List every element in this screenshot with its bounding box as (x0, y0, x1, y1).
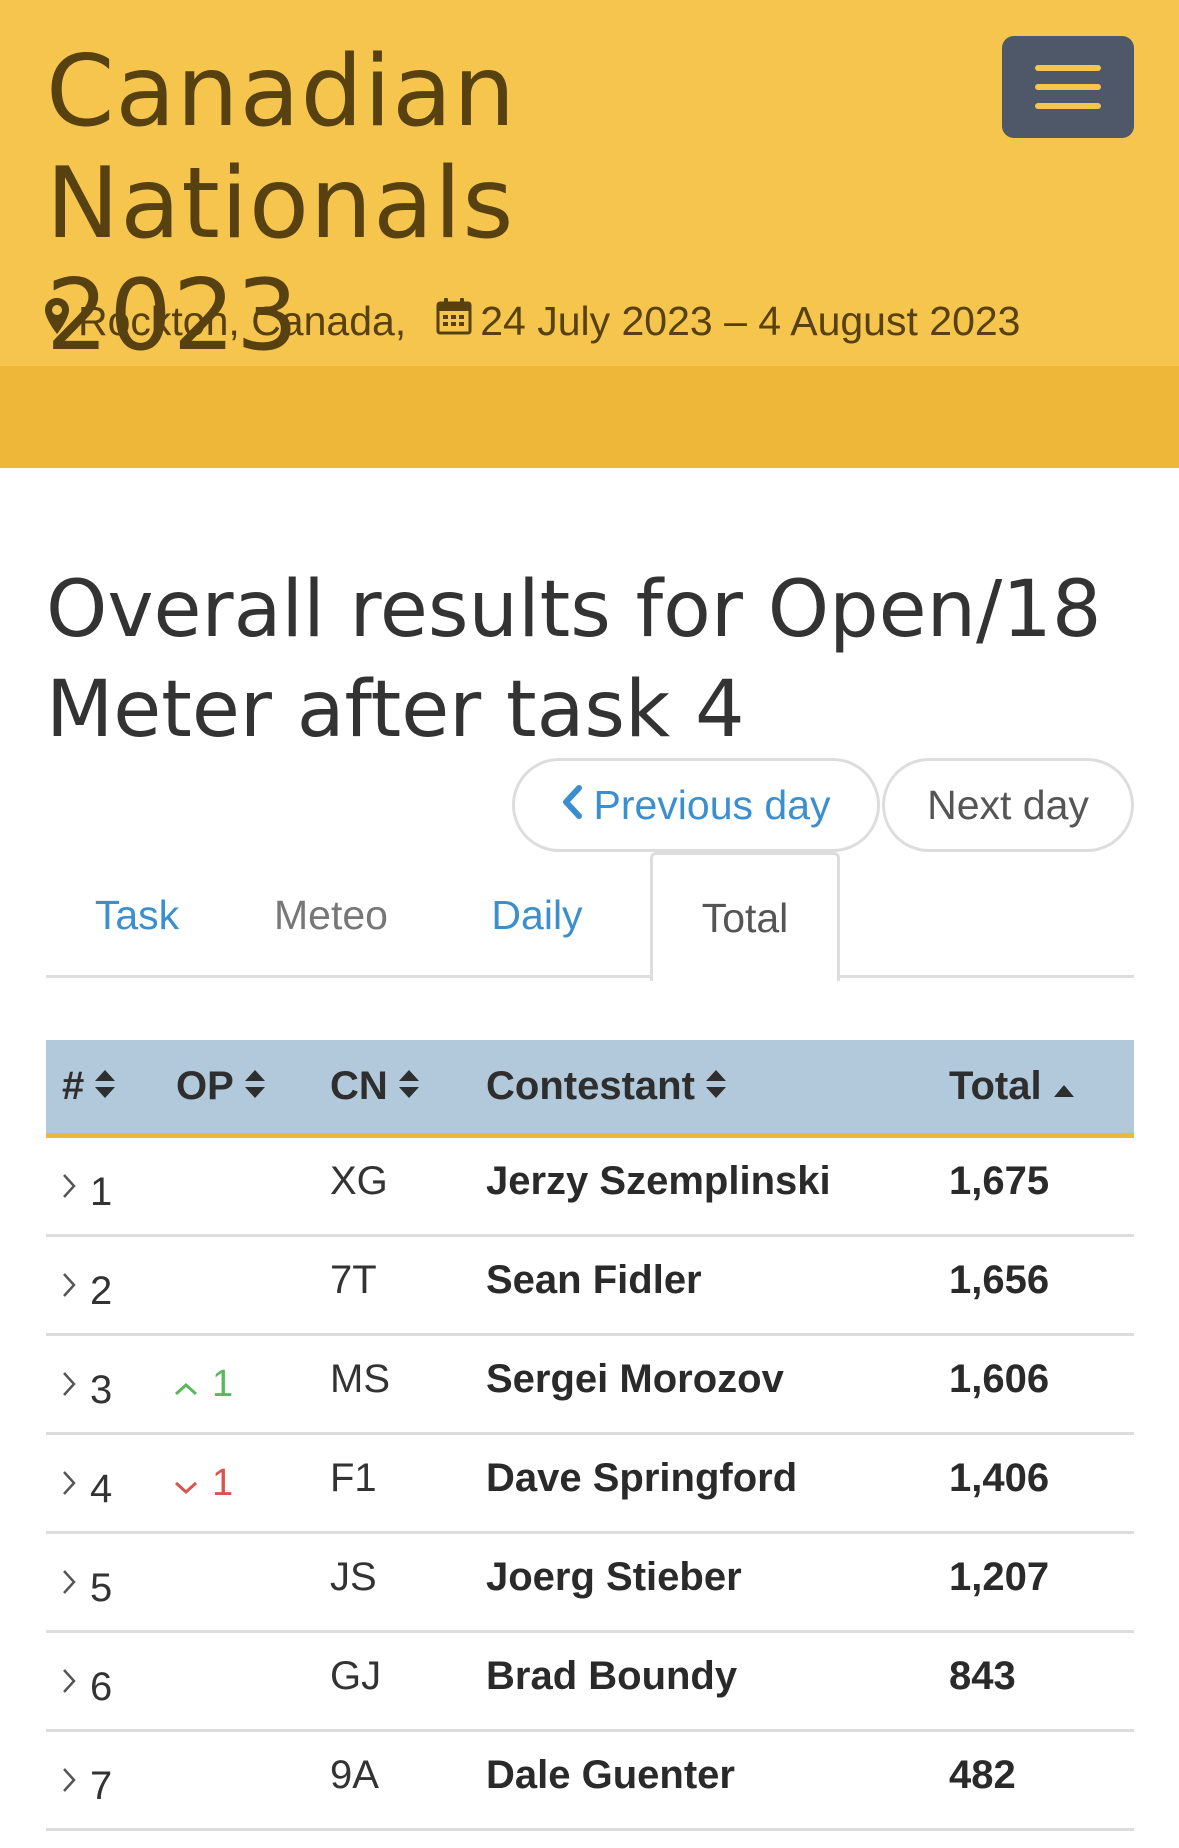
tab-task[interactable]: Task (94, 891, 180, 938)
competition-number-cell: MS (330, 1356, 390, 1401)
map-marker-icon (44, 297, 70, 345)
contestant-name-cell: Jerzy Szemplinski (486, 1158, 831, 1203)
header-band (0, 366, 1179, 468)
site-title-line1[interactable]: Canadian Nationals (46, 35, 517, 261)
contestant-name-cell: Sean Fidler (486, 1257, 702, 1302)
column-header-label: CN (330, 1064, 388, 1108)
results-table: # OP CN Contestant Total (46, 1040, 1134, 1831)
position-change-value: 1 (212, 1461, 234, 1504)
table-body: 1 XG Jerzy Szemplinski 1,675 2 7T Sean Fidler 1… (46, 1138, 1134, 1831)
table-row[interactable]: 7 9A Dale Guenter 482 (46, 1732, 1134, 1831)
total-points-cell: 482 (949, 1752, 1016, 1797)
rank-cell: 2 (90, 1268, 113, 1313)
column-header-label: Contestant (486, 1064, 695, 1108)
rank-cell: 7 (90, 1763, 113, 1808)
event-info: Rockton, Canada, 24 July 2023 – 4 August… (44, 296, 1020, 346)
sort-icon (94, 1064, 116, 1109)
contestant-name-cell: Brad Boundy (486, 1653, 738, 1698)
table-row[interactable]: 3 1 MS Sergei Morozov 1,606 (46, 1336, 1134, 1435)
event-location: Rockton, Canada, (78, 297, 407, 344)
total-points-cell: 1,656 (949, 1257, 1050, 1302)
expand-row-icon[interactable] (56, 1138, 82, 1234)
rank-cell: 5 (90, 1565, 113, 1610)
table-row[interactable]: 6 GJ Brad Boundy 843 (46, 1633, 1134, 1732)
total-points-cell: 1,207 (949, 1554, 1050, 1599)
tab-meteo[interactable]: Meteo (274, 891, 388, 938)
contestant-name-cell: Joerg Stieber (486, 1554, 742, 1599)
rank-cell: 4 (90, 1466, 113, 1511)
expand-row-icon[interactable] (56, 1633, 82, 1729)
sort-icon (398, 1064, 420, 1109)
site-header: Canadian Nationals 2023 Rockton, Canada, (0, 0, 1179, 468)
total-points-cell: 1,606 (949, 1356, 1050, 1401)
contestant-name-cell: Dave Springford (486, 1455, 798, 1500)
menu-toggle-button[interactable] (1002, 36, 1134, 138)
rank-cell: 6 (90, 1664, 113, 1709)
sort-icon (705, 1064, 727, 1109)
next-day-label: Next day (927, 781, 1089, 828)
rank-cell: 3 (90, 1367, 113, 1412)
competition-number-cell: JS (330, 1554, 377, 1599)
results-tabs: Task Meteo Daily Total (46, 852, 1134, 981)
page-title-line2: Meter after task 4 (46, 665, 745, 755)
column-header-label: # (62, 1064, 85, 1108)
total-points-cell: 843 (949, 1653, 1016, 1698)
column-header-contestant[interactable]: Contestant (486, 1040, 727, 1133)
position-change-value: 1 (212, 1362, 234, 1405)
tab-daily[interactable]: Daily (491, 891, 583, 938)
next-day-button[interactable]: Next day (882, 758, 1134, 852)
expand-row-icon[interactable] (56, 1732, 82, 1828)
contestant-name-cell: Dale Guenter (486, 1752, 735, 1797)
column-header-rank[interactable]: # (62, 1040, 116, 1133)
previous-day-label: Previous day (593, 781, 831, 828)
site-title-line2[interactable]: 2023 (46, 259, 300, 373)
expand-row-icon[interactable] (56, 1237, 82, 1333)
page-title-line1: Overall results for Open/18 (46, 565, 1102, 655)
overall-position-change-cell: 1 (174, 1336, 233, 1432)
rank-up-icon (174, 1363, 212, 1406)
total-points-cell: 1,406 (949, 1455, 1050, 1500)
competition-number-cell: 7T (330, 1257, 377, 1302)
event-dates: 24 July 2023 – 4 August 2023 (480, 297, 1021, 344)
site-title[interactable]: Canadian Nationals 2023 (46, 36, 1006, 372)
column-header-cn[interactable]: CN (330, 1040, 420, 1133)
contestant-name-cell: Sergei Morozov (486, 1356, 784, 1401)
column-header-total[interactable]: Total (949, 1040, 1076, 1133)
table-row[interactable]: 2 7T Sean Fidler 1,656 (46, 1237, 1134, 1336)
chevron-left-icon (561, 782, 583, 829)
column-header-op[interactable]: OP (176, 1040, 266, 1133)
competition-number-cell: 9A (330, 1752, 379, 1797)
overall-position-change-cell: 1 (174, 1435, 233, 1531)
table-row[interactable]: 4 1 F1 Dave Springford 1,406 (46, 1435, 1134, 1534)
expand-row-icon[interactable] (56, 1534, 82, 1630)
competition-number-cell: GJ (330, 1653, 382, 1698)
column-header-label: OP (176, 1064, 234, 1108)
sort-icon (244, 1064, 266, 1109)
tab-total[interactable]: Total (650, 852, 840, 981)
expand-row-icon[interactable] (56, 1336, 82, 1432)
rank-down-icon (174, 1462, 212, 1505)
competition-number-cell: F1 (330, 1455, 377, 1500)
table-row[interactable]: 1 XG Jerzy Szemplinski 1,675 (46, 1138, 1134, 1237)
table-row[interactable]: 5 JS Joerg Stieber 1,207 (46, 1534, 1134, 1633)
previous-day-button[interactable]: Previous day (512, 758, 880, 852)
competition-number-cell: XG (330, 1158, 388, 1203)
sort-ascending-icon (1052, 1064, 1076, 1109)
total-points-cell: 1,675 (949, 1158, 1050, 1203)
page-title: Overall results for Open/18 Meter after … (46, 560, 1156, 760)
table-header: # OP CN Contestant Total (46, 1040, 1134, 1138)
column-header-label: Total (949, 1064, 1042, 1108)
rank-cell: 1 (90, 1169, 113, 1214)
expand-row-icon[interactable] (56, 1435, 82, 1531)
calendar-icon (436, 297, 472, 345)
